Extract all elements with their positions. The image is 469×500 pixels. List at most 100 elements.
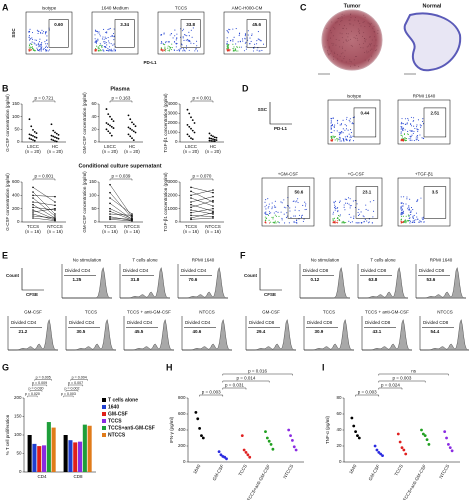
event-dot (170, 33, 172, 35)
tissue-speck (357, 39, 359, 41)
tissue-speck (332, 58, 334, 60)
y-axis-label: GM-CSF concentration (pg/ml) (82, 171, 87, 233)
event-dot (347, 197, 350, 199)
event-dot (403, 221, 406, 223)
event-dot (271, 206, 273, 208)
data-point (375, 448, 379, 452)
event-dot (417, 218, 419, 221)
event-dot (29, 50, 31, 52)
data-point (356, 434, 359, 437)
event-dot (294, 206, 296, 208)
event-dot (95, 30, 97, 32)
pair-line (190, 196, 214, 203)
event-dot (38, 45, 40, 47)
data-point (50, 138, 53, 141)
tissue-speck (332, 44, 334, 46)
event-dot (184, 50, 186, 52)
event-dot (190, 42, 192, 44)
bar (73, 442, 78, 472)
histogram (120, 266, 171, 299)
event-dot (417, 130, 419, 133)
event-dot (100, 50, 102, 52)
event-dot (226, 41, 228, 43)
y-tick-label: 60 (91, 101, 97, 106)
event-dot (408, 208, 411, 210)
event-dot (416, 200, 418, 202)
event-dot (405, 220, 407, 222)
sig-bracket (222, 387, 247, 390)
event-dot (409, 129, 411, 131)
legend-label: GM-CSF (108, 411, 128, 417)
event-dot (286, 215, 288, 217)
data-point (212, 217, 214, 219)
event-dot (305, 208, 307, 210)
event-dot (349, 136, 351, 138)
event-dot (112, 32, 115, 35)
legend-swatch (102, 426, 106, 430)
p-value: p = 0.009 (32, 381, 47, 385)
event-dot (29, 38, 31, 40)
x-tick-label: HC (210, 144, 217, 149)
event-dot (267, 213, 269, 216)
tissue-speck (369, 36, 371, 38)
event-dot (113, 28, 115, 30)
data-point (32, 128, 34, 131)
event-dot (187, 38, 189, 40)
pair-line (190, 191, 214, 203)
gate-value: 0.44 (361, 110, 370, 115)
event-dot (280, 211, 282, 213)
event-dot (164, 50, 166, 52)
event-dot (400, 214, 402, 216)
data-point (109, 202, 111, 205)
gate (423, 107, 447, 138)
data-point (28, 118, 31, 121)
tissue-speck (364, 59, 366, 61)
event-dot (28, 30, 30, 33)
event-dot (344, 124, 346, 126)
event-dot (184, 34, 186, 36)
event-dot (180, 43, 183, 45)
event-dot (249, 37, 251, 39)
y-tick-label: 40 (336, 427, 342, 432)
gate (423, 186, 447, 219)
gate (353, 107, 377, 138)
data-point (110, 134, 113, 137)
event-dot (330, 127, 332, 129)
event-dot (185, 45, 188, 47)
event-dot (227, 32, 229, 34)
x-tick-label: TCCS (185, 224, 197, 229)
event-dot (297, 202, 299, 204)
event-dot (29, 46, 32, 48)
event-dot (408, 206, 410, 208)
event-dot (228, 43, 230, 46)
event-dot (110, 43, 112, 45)
x-tick-label: LSCC (104, 144, 117, 149)
data-point (55, 137, 58, 139)
data-point (30, 138, 33, 141)
data-point (32, 194, 34, 197)
y-axis-label: SSC (258, 107, 268, 112)
event-dot (31, 37, 33, 39)
event-dot (416, 124, 418, 126)
event-dot (330, 136, 332, 138)
y-tick-label: 50 (14, 127, 20, 132)
event-dot (349, 140, 351, 142)
histogram (8, 318, 59, 351)
tissue-speck (341, 46, 343, 48)
event-dot (228, 28, 230, 30)
event-dot (242, 40, 244, 42)
x-tick-label: LSCC (185, 144, 198, 149)
event-dot (339, 214, 341, 216)
event-dot (357, 214, 360, 217)
event-dot (400, 202, 402, 204)
event-dot (410, 137, 412, 139)
p-value: p = 0.016 (248, 369, 267, 374)
data-point (132, 130, 135, 133)
tissue-speck (373, 31, 375, 33)
event-dot (244, 35, 246, 37)
event-dot (333, 221, 335, 223)
event-dot (415, 139, 417, 141)
data-point (28, 137, 31, 140)
event-dot (40, 47, 43, 49)
event-dot (196, 50, 199, 52)
